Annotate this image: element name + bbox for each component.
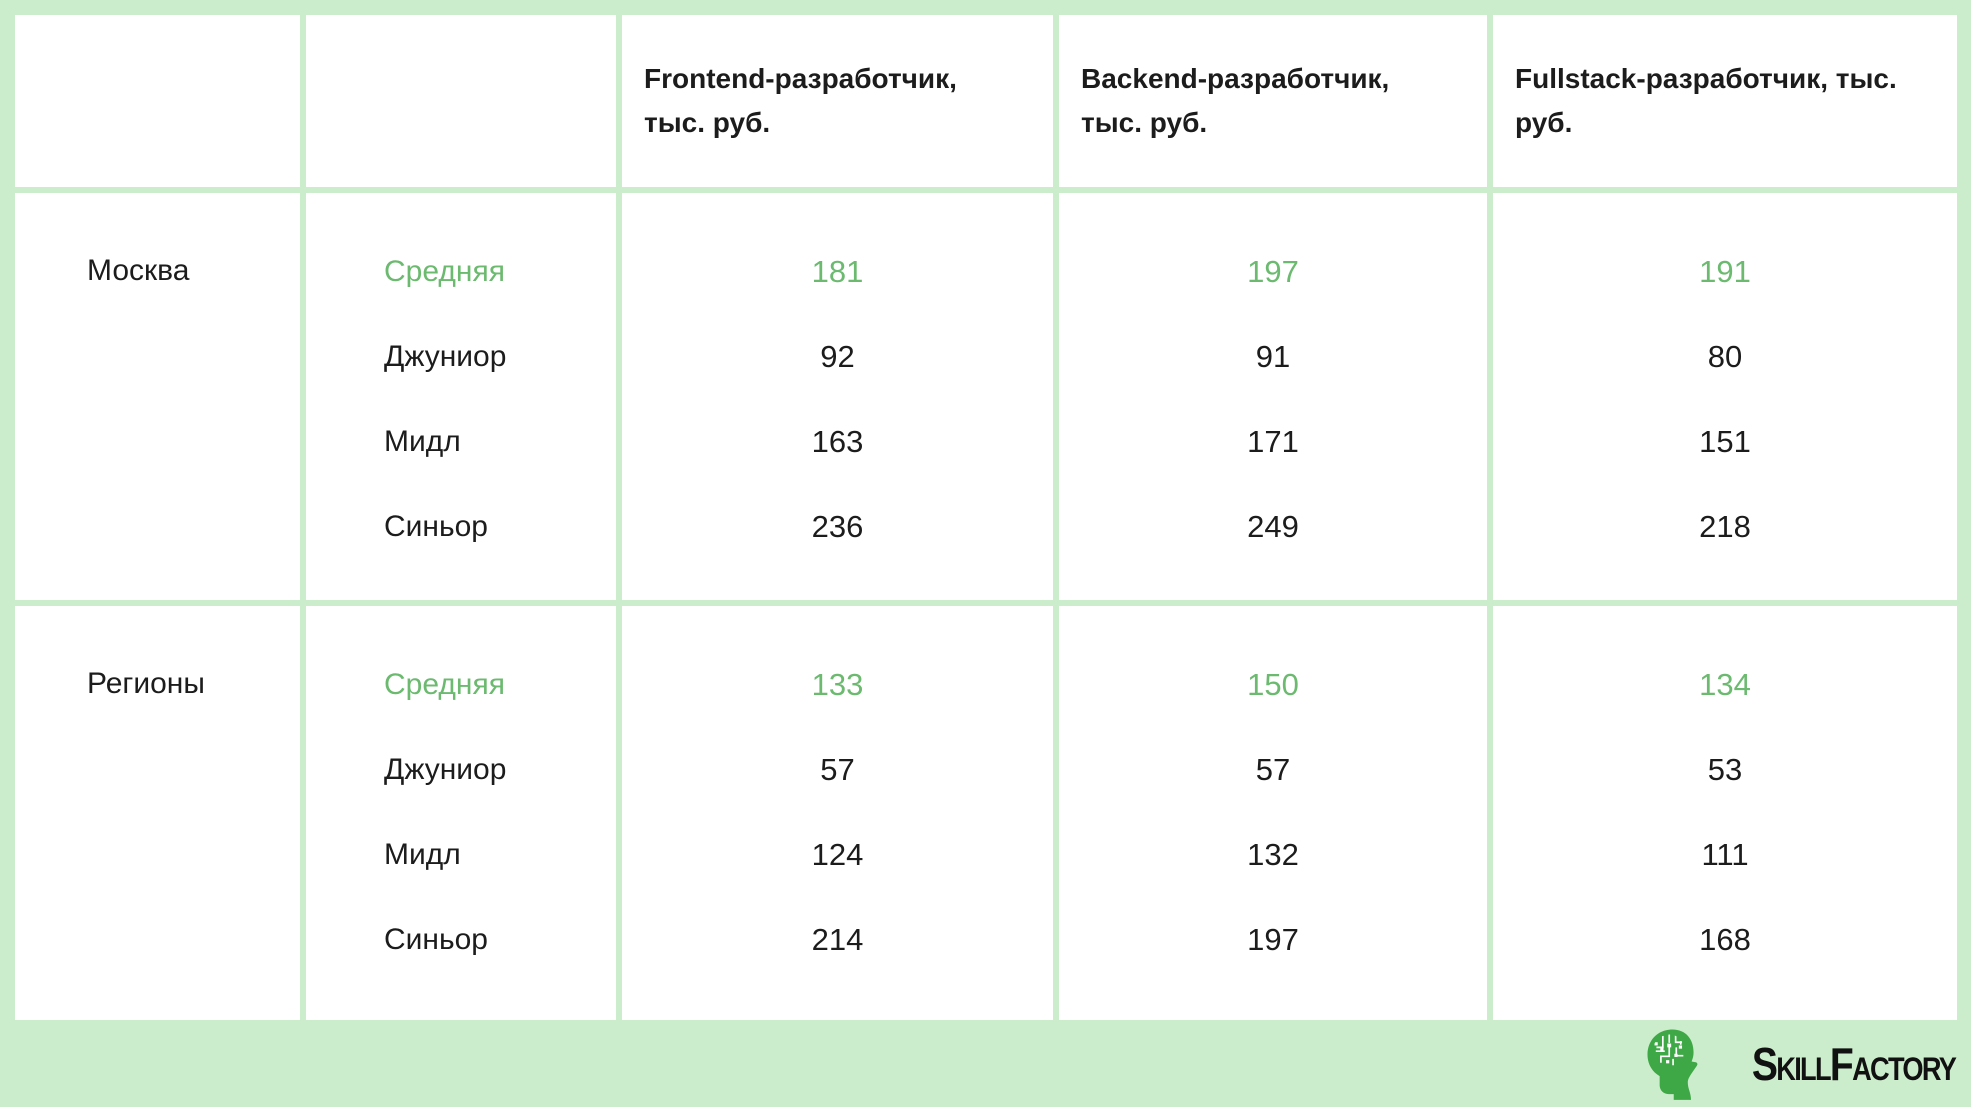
value-cell: 124: [811, 836, 864, 872]
value-cell: 168: [1699, 921, 1751, 957]
value-cell: 214: [811, 921, 864, 957]
brain-circuit-head-icon: [1647, 1028, 1698, 1100]
level-label-average: Средняя: [384, 667, 505, 701]
skillfactory-logo-text: SkillFactory: [1751, 1037, 1957, 1090]
values-moscow-frontend: 181 92 163 236: [622, 193, 1053, 600]
level-label-middle: Мидл: [384, 837, 461, 871]
value-cell: 197: [1247, 921, 1299, 957]
value-cell: 218: [1699, 508, 1751, 544]
region-moscow-label: Москва: [87, 254, 190, 287]
value-cell: 53: [1707, 751, 1743, 787]
value-cell: 91: [1255, 338, 1291, 374]
level-label-senior: Синьор: [384, 922, 488, 956]
salary-table: Frontend-разработчик, тыс. руб. Backend-…: [15, 15, 1957, 1020]
level-label-average: Средняя: [384, 254, 505, 288]
value-cell: 171: [1247, 423, 1299, 459]
value-cell: 249: [1247, 508, 1299, 544]
header-frontend-label: Frontend-разработчик, тыс. руб.: [644, 63, 957, 138]
header-fullstack-label: Fullstack-разработчик, тыс. руб.: [1515, 63, 1897, 138]
region-regions: Регионы: [15, 606, 300, 1020]
values-regions-frontend: 133 57 124 214: [622, 606, 1053, 1020]
value-cell: 134: [1699, 666, 1751, 702]
region-regions-label: Регионы: [87, 667, 205, 700]
value-cell: 132: [1247, 836, 1299, 872]
value-cell: 111: [1701, 836, 1749, 872]
values-moscow-fullstack: 191 80 151 218: [1493, 193, 1957, 600]
value-cell: 80: [1707, 338, 1743, 374]
value-cell: 57: [1255, 751, 1291, 787]
value-cell: 150: [1247, 666, 1299, 702]
value-cell: 163: [811, 423, 864, 459]
level-label-junior: Джуниор: [384, 339, 507, 373]
header-cell-level-empty: [306, 15, 616, 187]
value-cell: 197: [1247, 253, 1299, 289]
header-frontend: Frontend-разработчик, тыс. руб.: [622, 15, 1053, 187]
header-backend-label: Backend-разработчик, тыс. руб.: [1081, 63, 1390, 138]
level-label-middle: Мидл: [384, 424, 461, 458]
value-cell: 236: [811, 508, 864, 544]
value-cell: 191: [1699, 253, 1751, 289]
header-fullstack: Fullstack-разработчик, тыс. руб.: [1493, 15, 1957, 187]
header-backend: Backend-разработчик, тыс. руб.: [1059, 15, 1487, 187]
value-cell: 92: [820, 338, 855, 374]
value-cell: 57: [820, 751, 855, 787]
value-cell: 181: [811, 253, 864, 289]
values-moscow-backend: 197 91 171 249: [1059, 193, 1487, 600]
header-cell-region-empty: [15, 15, 300, 187]
values-regions-backend: 150 57 132 197: [1059, 606, 1487, 1020]
levels-moscow: Средняя Джуниор Мидл Синьор: [306, 193, 616, 600]
levels-regions: Средняя Джуниор Мидл Синьор: [306, 606, 616, 1020]
level-label-junior: Джуниор: [384, 752, 507, 786]
values-regions-fullstack: 134 53 111 168: [1493, 606, 1957, 1020]
level-label-senior: Синьор: [384, 509, 488, 543]
region-moscow: Москва: [15, 193, 300, 600]
skillfactory-logo: SkillFactory: [1643, 1020, 1957, 1107]
value-cell: 151: [1699, 423, 1751, 459]
value-cell: 133: [811, 666, 864, 702]
